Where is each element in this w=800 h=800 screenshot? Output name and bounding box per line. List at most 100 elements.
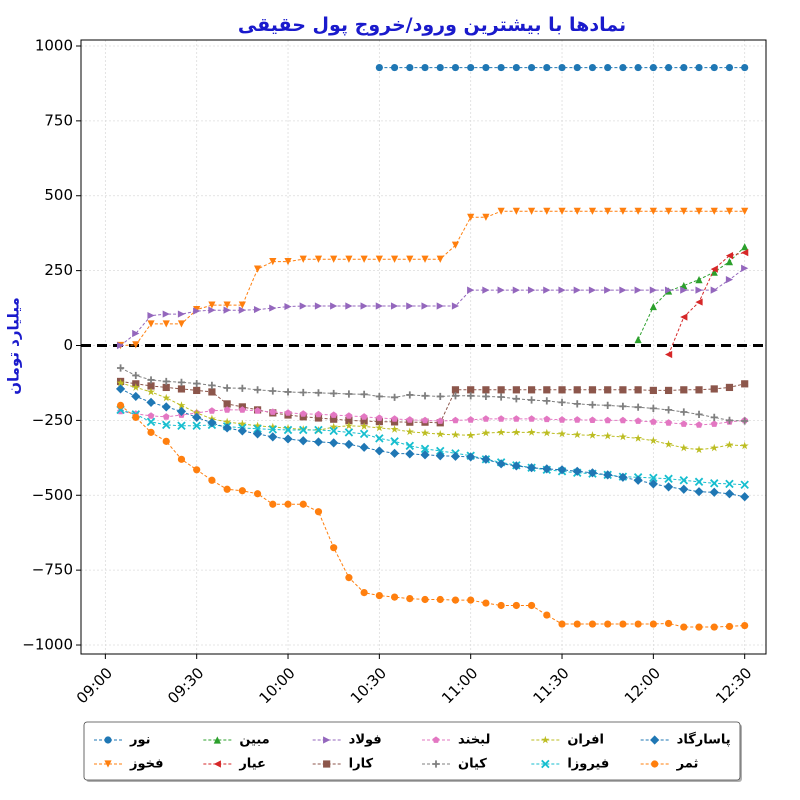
data-point-5-3 [162, 383, 170, 392]
data-point-6-36 [665, 419, 673, 426]
data-point-5-13 [314, 414, 323, 422]
data-point-3-5 [741, 249, 749, 257]
data-point-1-29 [558, 207, 566, 215]
data-point-6-25 [497, 415, 505, 422]
data-point-6-37 [680, 420, 688, 427]
y-tick-label-0: 1000 [35, 36, 73, 54]
data-point-4-29 [558, 286, 566, 294]
data-point-11-29 [558, 620, 566, 628]
data-point-6-24 [482, 415, 490, 422]
legend-item-4: فولاد [312, 733, 382, 748]
data-point-7-13 [314, 389, 323, 397]
data-point-0-21 [695, 63, 703, 72]
data-point-10-1 [131, 391, 141, 402]
data-point-6-31 [589, 416, 596, 423]
data-point-5-39 [710, 385, 718, 393]
data-point-7-26 [512, 395, 520, 403]
data-point-0-3 [421, 63, 429, 72]
data-point-4-5 [193, 307, 201, 315]
legend-marker-1 [104, 760, 112, 768]
legend-marker-11 [651, 760, 659, 768]
data-point-8-17 [375, 423, 384, 432]
data-point-6-13 [315, 410, 322, 418]
legend-item-9: فیروزا [531, 757, 609, 772]
data-point-1-32 [604, 207, 612, 215]
series-6 [117, 406, 749, 428]
data-point-8-28 [542, 428, 551, 437]
data-point-1-8 [238, 301, 246, 309]
data-point-4-9 [253, 305, 262, 314]
data-point-1-36 [664, 207, 673, 215]
data-point-8-36 [664, 440, 673, 448]
data-point-8-35 [649, 436, 658, 445]
data-point-10-22 [450, 451, 461, 461]
data-point-1-35 [649, 207, 657, 215]
data-point-7-34 [634, 403, 642, 411]
legend-item-11: ثمر [640, 757, 698, 772]
data-point-4-23 [467, 286, 475, 294]
data-point-4-34 [634, 286, 642, 294]
data-point-8-21 [436, 429, 445, 438]
data-point-8-0 [116, 378, 125, 387]
legend-marker-9 [541, 759, 550, 769]
data-point-7-30 [573, 400, 581, 408]
series-7 [116, 364, 749, 425]
data-point-10-17 [374, 446, 384, 456]
y-tick-label-2: 500 [44, 186, 73, 204]
data-point-0-12 [558, 63, 566, 72]
legend-marker-10 [650, 735, 660, 745]
data-point-5-41 [741, 380, 749, 388]
data-point-8-15 [344, 421, 353, 430]
data-point-11-13 [314, 508, 323, 516]
data-point-0-14 [588, 63, 597, 72]
data-point-10-2 [146, 397, 156, 408]
data-point-10-11 [283, 434, 293, 444]
data-point-2-0 [634, 335, 642, 344]
data-point-1-30 [573, 207, 581, 215]
data-point-4-1 [132, 329, 140, 338]
legend-item-8: افران [531, 733, 604, 748]
data-point-4-0 [116, 341, 125, 350]
data-point-11-12 [299, 500, 307, 508]
data-point-4-11 [284, 302, 292, 311]
data-point-9-15 [344, 428, 354, 437]
data-point-7-16 [360, 390, 368, 398]
data-point-6-6 [208, 407, 216, 414]
data-point-1-3 [162, 320, 170, 328]
data-point-10-0 [115, 384, 126, 394]
legend-marker-3 [213, 760, 221, 768]
legend-marker-7 [432, 760, 440, 768]
data-point-1-41 [741, 207, 749, 215]
data-point-5-30 [573, 386, 581, 394]
data-point-4-17 [375, 302, 383, 310]
data-point-11-33 [619, 620, 627, 628]
data-point-11-5 [193, 466, 201, 474]
data-point-6-14 [330, 411, 338, 418]
data-point-7-1 [132, 371, 140, 380]
data-point-1-18 [390, 255, 399, 263]
y-tick-label-6: −500 [32, 486, 73, 504]
data-point-1-28 [543, 207, 551, 215]
data-point-10-10 [268, 432, 278, 442]
data-point-5-5 [193, 386, 201, 395]
data-point-6-16 [360, 413, 368, 420]
data-point-7-27 [527, 396, 536, 404]
data-point-11-11 [284, 500, 292, 508]
axis-ticks: 09:00 09:30 10:00 10:30 11:00 11:30 12:00 12:30… [22, 36, 755, 707]
data-point-7-10 [269, 387, 277, 395]
data-point-10-5 [192, 412, 202, 422]
legend-item-10: پاسارگاد [640, 732, 731, 748]
data-point-4-16 [360, 302, 368, 310]
data-point-9-3 [162, 420, 171, 430]
data-point-6-34 [634, 417, 642, 424]
data-point-9-10 [268, 425, 278, 434]
data-point-1-9 [253, 265, 262, 273]
data-point-10-19 [405, 449, 415, 459]
data-point-11-36 [664, 619, 673, 628]
data-point-5-29 [558, 386, 566, 394]
y-axis-label: میلیارد تومان [5, 297, 23, 395]
legend-item-2: مبین [203, 733, 270, 748]
data-point-8-16 [360, 422, 369, 430]
data-point-6-3 [162, 413, 170, 420]
